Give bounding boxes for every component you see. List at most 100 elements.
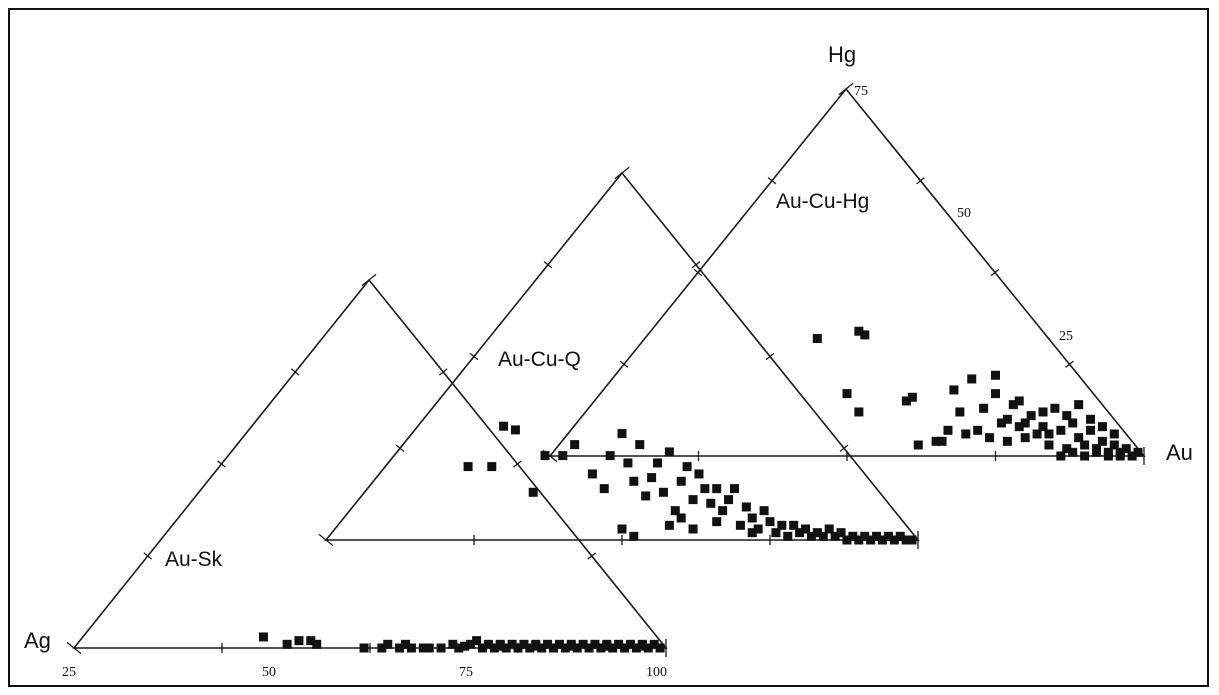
data-point-3-31	[1062, 444, 1072, 454]
data-point-1-43	[620, 643, 630, 653]
tick-au-sk-left-4	[66, 641, 82, 655]
data-point-3-32	[1068, 418, 1078, 428]
triangle-au-cu-q	[324, 171, 920, 541]
data-point-1-29	[537, 643, 547, 653]
data-point-2-33	[747, 513, 757, 523]
data-point-3-4	[842, 389, 852, 399]
tick-au-cu-q-left-1	[543, 261, 553, 269]
data-point-3-19	[991, 370, 1000, 380]
data-point-1-37	[584, 643, 594, 653]
data-point-2-22	[682, 462, 692, 472]
data-point-3-54	[1074, 400, 1084, 410]
data-point-3-5	[854, 407, 864, 417]
tick-au-cu-hg-left-1	[767, 177, 777, 185]
data-point-1-35	[572, 643, 582, 653]
data-point-2-58	[895, 531, 905, 541]
data-point-3-14	[961, 429, 971, 439]
data-point-2-32	[741, 502, 751, 512]
data-point-3-7	[907, 392, 917, 402]
data-point-1-27	[525, 643, 535, 653]
data-point-3-37	[1097, 436, 1107, 446]
data-point-1-32	[554, 639, 564, 649]
data-point-3-60	[1002, 414, 1012, 424]
data-point-2-20	[670, 506, 680, 516]
data-point-2-4	[510, 425, 520, 435]
data-point-3-44	[1056, 451, 1066, 461]
data-point-1-42	[614, 639, 624, 649]
data-point-1-54	[602, 641, 612, 651]
tick-label-right-50: 50	[957, 206, 971, 221]
data-point-1-26	[519, 639, 529, 649]
data-point-3-13	[955, 407, 965, 417]
tick-au-cu-q-left-3	[395, 444, 405, 452]
data-point-2-36	[765, 517, 775, 527]
data-point-3-2	[854, 326, 864, 336]
data-point-2-18	[658, 487, 668, 497]
data-point-3-49	[1115, 451, 1125, 461]
data-point-2-47	[830, 531, 840, 541]
triangle-au-cu-hg	[548, 87, 1146, 457]
data-point-1-48	[649, 639, 659, 649]
tick-au-sk-right-4	[361, 273, 377, 287]
data-point-1-24	[507, 639, 517, 649]
data-point-2-38	[777, 520, 787, 530]
data-point-1-3	[294, 636, 304, 646]
tick-au-cu-hg-right-2	[990, 268, 1000, 277]
tick-au-sk-right-1	[587, 552, 597, 560]
data-point-2-5	[528, 487, 538, 497]
data-point-1-47	[643, 643, 653, 653]
data-point-2-48	[836, 528, 846, 538]
tick-au-cu-q-left-4	[318, 533, 334, 547]
data-point-3-21	[1002, 436, 1012, 446]
data-point-2-53	[866, 535, 876, 545]
data-point-1-14	[436, 643, 446, 653]
data-point-2-55	[877, 535, 887, 545]
data-point-2-52	[860, 531, 870, 541]
data-point-3-20	[996, 418, 1006, 428]
data-point-3-27	[1038, 422, 1048, 432]
data-point-3-58	[1044, 429, 1054, 439]
panel-label-au-sk: Au-Sk	[165, 548, 223, 571]
data-point-2-25	[700, 484, 710, 494]
triangle-au-sk	[72, 278, 668, 649]
data-point-2-6	[540, 451, 550, 461]
data-point-2-9	[587, 469, 597, 479]
data-point-1-50	[460, 641, 470, 651]
panel-label-au-cu-q: Au-Cu-Q	[498, 348, 581, 371]
data-point-2-28	[718, 506, 728, 516]
tick-au-sk-right-3	[438, 368, 448, 376]
tick-label-base-100: 100	[646, 665, 667, 680]
data-point-1-12	[418, 643, 428, 653]
data-point-2-26	[706, 498, 716, 508]
tick-au-cu-q-right-4	[614, 166, 630, 180]
data-point-3-30	[1056, 425, 1066, 435]
data-point-2-59	[901, 535, 911, 545]
data-point-1-53	[566, 641, 576, 651]
data-point-2-12	[617, 429, 627, 439]
data-point-2-23	[688, 495, 698, 505]
tick-au-cu-hg-right-4	[838, 82, 854, 96]
tick-label-base-50: 50	[262, 665, 276, 680]
data-point-2-45	[818, 531, 828, 541]
data-point-3-55	[1086, 414, 1096, 424]
data-point-1-13	[424, 643, 434, 653]
tick-au-cu-q-right-2	[765, 352, 775, 361]
data-point-2-1	[463, 462, 473, 472]
data-point-3-29	[1050, 403, 1060, 413]
data-point-3-45	[1068, 447, 1078, 457]
data-point-2-30	[729, 484, 739, 494]
data-point-2-7	[558, 451, 568, 461]
data-point-3-22	[1008, 400, 1018, 410]
data-point-2-68	[676, 513, 686, 523]
data-point-1-33	[560, 643, 570, 653]
data-point-2-67	[641, 491, 651, 501]
data-point-2-54	[872, 531, 882, 541]
data-point-3-57	[1109, 429, 1119, 439]
tick-au-cu-q-right-1	[839, 444, 849, 452]
data-point-3-25	[1026, 411, 1036, 421]
data-point-3-17	[979, 403, 989, 413]
tick-au-sk-left-1	[290, 368, 300, 376]
panel-label-au-cu-hg: Au-Cu-Hg	[776, 190, 869, 213]
data-point-3-59	[1020, 418, 1030, 428]
data-point-1-2	[282, 639, 292, 649]
